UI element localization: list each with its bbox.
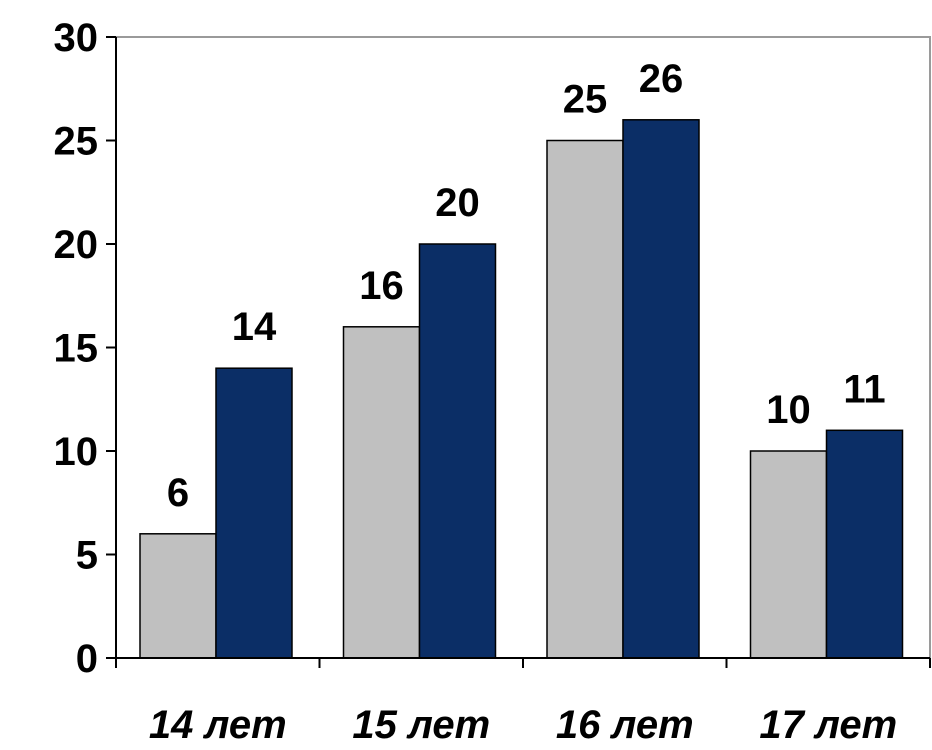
x-tick-label: 14 лет [149,703,287,747]
bar-series-1 [139,533,217,659]
x-tick-label: 16 лет [556,703,694,747]
y-tick-label: 0 [76,637,98,681]
data-label: 16 [359,264,404,308]
x-tick-label: 17 лет [759,703,897,747]
y-tick-label: 20 [54,223,99,267]
bars-group [139,119,904,659]
y-tick-label: 15 [54,327,99,371]
bar-series-2 [622,119,700,659]
data-label: 14 [232,305,277,349]
data-label: 25 [563,78,608,122]
x-axis: 14 лет 15 лет 16 лет 17 лет [115,657,931,747]
bar-series-2 [825,429,904,659]
bar-series-2 [215,367,293,659]
data-label: 26 [639,57,684,101]
x-tick-label: 15 лет [352,703,490,747]
bar-series-1 [342,326,421,659]
y-tick-label: 5 [76,534,98,578]
data-labels-group: 6 14 16 20 25 26 10 11 [167,57,886,515]
y-tick-label: 10 [54,430,99,474]
data-label: 6 [167,471,189,515]
data-label: 20 [435,181,480,225]
y-axis: 0 5 10 15 20 25 30 [54,16,117,681]
bar-series-2 [418,243,497,659]
data-label: 10 [766,388,811,432]
bar-series-1 [546,139,624,659]
y-tick-label: 25 [54,120,99,164]
data-label: 11 [843,367,885,411]
bar-series-1 [749,450,828,659]
y-tick-label: 30 [54,16,99,60]
